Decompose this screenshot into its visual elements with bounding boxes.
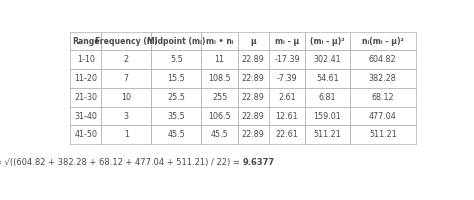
Text: 7: 7 xyxy=(124,74,129,83)
Text: 45.5: 45.5 xyxy=(211,130,228,139)
Text: 11: 11 xyxy=(215,55,225,64)
Text: 25.5: 25.5 xyxy=(167,93,185,102)
Text: 9.6377: 9.6377 xyxy=(243,158,275,167)
Text: 11-20: 11-20 xyxy=(74,74,97,83)
Text: 511.21: 511.21 xyxy=(314,130,341,139)
Text: nᵢ(mᵢ - μ)²: nᵢ(mᵢ - μ)² xyxy=(362,37,404,46)
Text: 511.21: 511.21 xyxy=(369,130,397,139)
Text: Standard Deviation = √((604.82 + 382.28 + 68.12 + 477.04 + 511.21) / 22) =: Standard Deviation = √((604.82 + 382.28 … xyxy=(0,158,243,167)
Text: 3: 3 xyxy=(124,112,129,121)
Text: 54.61: 54.61 xyxy=(316,74,339,83)
Text: 68.12: 68.12 xyxy=(372,93,394,102)
Text: 22.89: 22.89 xyxy=(242,130,264,139)
Text: 159.01: 159.01 xyxy=(314,112,341,121)
Text: 106.5: 106.5 xyxy=(208,112,231,121)
Text: 10: 10 xyxy=(121,93,131,102)
Text: 604.82: 604.82 xyxy=(369,55,397,64)
Text: 382.28: 382.28 xyxy=(369,74,397,83)
Text: 41-50: 41-50 xyxy=(74,130,97,139)
Text: 255: 255 xyxy=(212,93,228,102)
Text: 477.04: 477.04 xyxy=(369,112,397,121)
Text: 2: 2 xyxy=(124,55,129,64)
Text: 12.61: 12.61 xyxy=(276,112,298,121)
Text: 31-40: 31-40 xyxy=(74,112,97,121)
Text: 5.5: 5.5 xyxy=(170,55,183,64)
Text: 22.89: 22.89 xyxy=(242,74,264,83)
Text: -17.39: -17.39 xyxy=(274,55,300,64)
Text: 302.41: 302.41 xyxy=(314,55,341,64)
Text: μ: μ xyxy=(250,37,256,46)
Text: 1-10: 1-10 xyxy=(77,55,95,64)
Text: 22.89: 22.89 xyxy=(242,112,264,121)
Text: Range: Range xyxy=(72,37,100,46)
Text: 21-30: 21-30 xyxy=(74,93,97,102)
Text: 15.5: 15.5 xyxy=(168,74,185,83)
Text: mᵢ • nᵢ: mᵢ • nᵢ xyxy=(206,37,233,46)
Text: 22.89: 22.89 xyxy=(242,55,264,64)
Text: Frequency (nᵢ): Frequency (nᵢ) xyxy=(95,37,158,46)
Text: 22.61: 22.61 xyxy=(275,130,298,139)
Text: 22.89: 22.89 xyxy=(242,93,264,102)
Text: -7.39: -7.39 xyxy=(277,74,297,83)
Text: 6.81: 6.81 xyxy=(319,93,336,102)
Text: (mᵢ - μ)²: (mᵢ - μ)² xyxy=(310,37,345,46)
Text: mᵢ - μ: mᵢ - μ xyxy=(275,37,299,46)
Text: 108.5: 108.5 xyxy=(208,74,231,83)
Text: 45.5: 45.5 xyxy=(168,130,185,139)
Text: 2.61: 2.61 xyxy=(278,93,296,102)
Text: Midpoint (mᵢ): Midpoint (mᵢ) xyxy=(147,37,206,46)
Text: 35.5: 35.5 xyxy=(168,112,185,121)
Text: 1: 1 xyxy=(124,130,129,139)
